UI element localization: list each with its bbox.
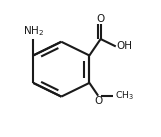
Text: O: O [96, 14, 105, 24]
Text: O: O [94, 96, 102, 106]
Text: OH: OH [116, 41, 132, 51]
Text: NH$_2$: NH$_2$ [23, 24, 44, 38]
Text: CH$_3$: CH$_3$ [115, 89, 134, 102]
